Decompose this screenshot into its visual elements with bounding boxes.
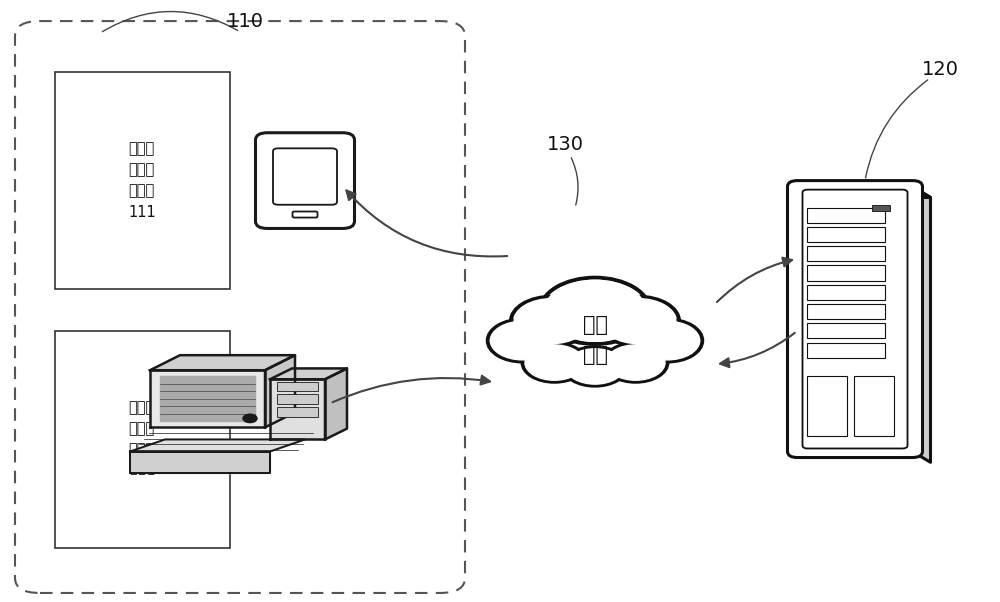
Bar: [807, 304, 885, 319]
Bar: [807, 265, 885, 281]
Bar: [872, 205, 890, 211]
FancyBboxPatch shape: [802, 190, 908, 448]
Circle shape: [511, 297, 592, 346]
Circle shape: [540, 278, 650, 344]
Bar: [277, 407, 318, 417]
Polygon shape: [270, 368, 347, 379]
Bar: [854, 376, 894, 436]
Bar: [807, 343, 885, 358]
Circle shape: [633, 320, 702, 362]
Circle shape: [598, 297, 679, 346]
Circle shape: [604, 343, 667, 382]
FancyBboxPatch shape: [292, 211, 318, 217]
FancyBboxPatch shape: [256, 133, 355, 229]
FancyBboxPatch shape: [15, 21, 465, 593]
Bar: [807, 376, 847, 436]
Circle shape: [633, 320, 702, 362]
Bar: [807, 246, 885, 261]
Polygon shape: [150, 355, 295, 370]
Text: 即时通
讯类应
用程序
111: 即时通 讯类应 用程序 111: [129, 400, 156, 479]
Circle shape: [490, 321, 555, 360]
Circle shape: [522, 343, 586, 382]
Polygon shape: [130, 452, 270, 473]
Circle shape: [540, 278, 650, 344]
Circle shape: [488, 320, 557, 362]
Circle shape: [525, 345, 584, 380]
Text: 即时通
讯类应
用程序
111: 即时通 讯类应 用程序 111: [129, 141, 156, 220]
FancyBboxPatch shape: [788, 181, 922, 458]
Polygon shape: [160, 376, 255, 421]
Polygon shape: [265, 355, 295, 427]
FancyBboxPatch shape: [273, 148, 337, 205]
Bar: [55, 331, 230, 548]
Bar: [277, 394, 318, 404]
Circle shape: [601, 299, 676, 344]
Text: 120: 120: [922, 60, 958, 79]
Circle shape: [563, 347, 627, 386]
Bar: [807, 208, 885, 223]
Text: 通信
网络: 通信 网络: [582, 315, 608, 365]
Circle shape: [544, 281, 646, 341]
Polygon shape: [270, 379, 325, 439]
Bar: [807, 227, 885, 242]
Bar: [807, 323, 885, 338]
Polygon shape: [798, 187, 930, 197]
Circle shape: [522, 343, 586, 382]
Circle shape: [566, 349, 624, 384]
Circle shape: [635, 321, 700, 360]
Bar: [807, 285, 885, 300]
Circle shape: [563, 347, 627, 386]
Circle shape: [606, 345, 665, 380]
Bar: [55, 72, 230, 289]
Circle shape: [598, 297, 679, 346]
Polygon shape: [325, 368, 347, 439]
Circle shape: [514, 299, 589, 344]
Circle shape: [488, 320, 557, 362]
Circle shape: [604, 343, 667, 382]
Bar: [277, 382, 318, 391]
Polygon shape: [150, 370, 265, 427]
Text: 110: 110: [226, 11, 264, 31]
Text: 130: 130: [546, 135, 584, 154]
Circle shape: [243, 414, 257, 423]
Polygon shape: [130, 439, 305, 452]
Polygon shape: [912, 187, 930, 462]
Circle shape: [511, 297, 592, 346]
